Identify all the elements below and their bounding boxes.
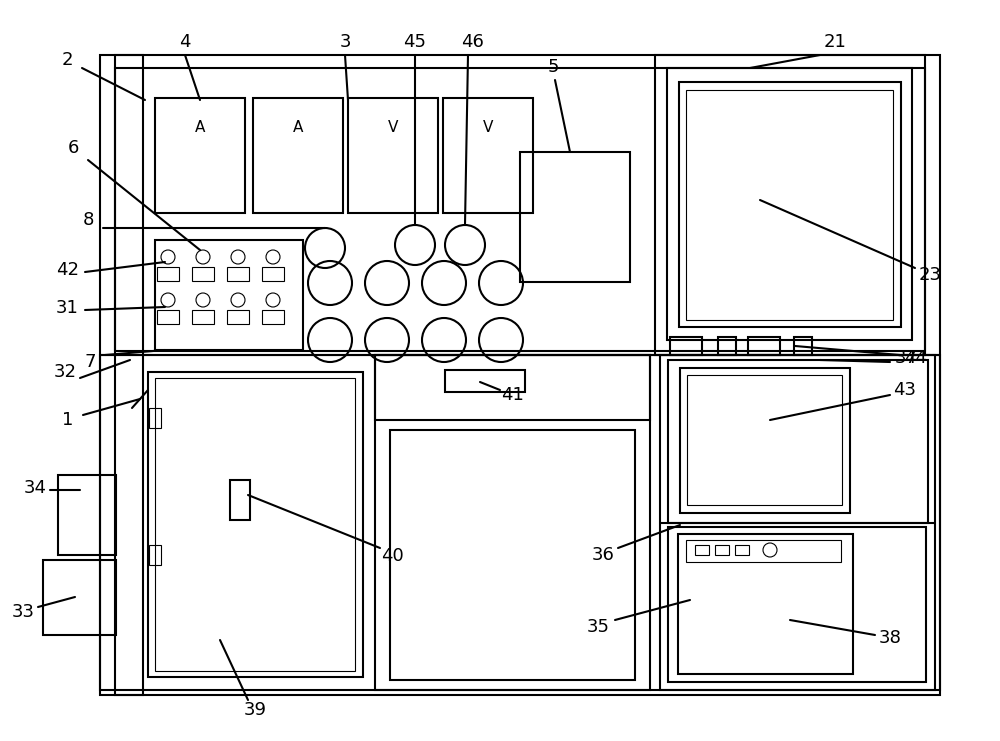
Bar <box>687 375 842 505</box>
Text: 23: 23 <box>918 266 942 284</box>
Text: 3: 3 <box>339 33 351 51</box>
Bar <box>686 540 841 562</box>
Text: 32: 32 <box>54 363 76 381</box>
Text: 1: 1 <box>62 411 74 429</box>
Bar <box>695 545 709 555</box>
Text: 33: 33 <box>12 603 34 621</box>
Bar <box>157 267 179 281</box>
Text: 8: 8 <box>82 211 94 229</box>
Text: 40: 40 <box>381 547 403 565</box>
Bar <box>390 430 635 680</box>
Bar <box>668 360 928 523</box>
Bar <box>678 534 853 674</box>
Bar <box>443 98 533 213</box>
Bar <box>680 368 850 513</box>
Bar <box>655 55 925 355</box>
Text: 31: 31 <box>56 299 78 317</box>
Text: 46: 46 <box>461 33 483 51</box>
Bar <box>262 310 284 324</box>
Bar <box>155 240 303 350</box>
Bar <box>520 152 630 282</box>
Bar <box>660 355 935 690</box>
Text: 39: 39 <box>244 701 266 719</box>
Text: 34: 34 <box>24 479 46 497</box>
Text: V: V <box>483 121 493 136</box>
Text: 2: 2 <box>61 51 73 69</box>
Text: 38: 38 <box>879 629 901 647</box>
Bar <box>794 337 812 355</box>
Text: A: A <box>293 121 303 136</box>
Text: V: V <box>388 121 398 136</box>
Bar <box>668 527 926 682</box>
Bar <box>192 310 214 324</box>
Bar <box>155 98 245 213</box>
Bar <box>348 98 438 213</box>
Bar <box>155 378 355 671</box>
Text: 5: 5 <box>547 58 559 76</box>
Bar <box>227 310 249 324</box>
Bar <box>735 545 749 555</box>
Bar <box>670 337 702 355</box>
Bar <box>262 267 284 281</box>
Text: 36: 36 <box>592 546 614 564</box>
Bar <box>375 355 650 420</box>
Bar <box>227 267 249 281</box>
Bar <box>148 372 363 677</box>
Bar <box>58 475 116 555</box>
Bar <box>667 68 912 340</box>
Text: 35: 35 <box>586 618 610 636</box>
Text: 4: 4 <box>179 33 191 51</box>
Bar <box>748 337 780 355</box>
Text: 45: 45 <box>404 33 426 51</box>
Text: 43: 43 <box>894 381 916 399</box>
Text: 6: 6 <box>67 139 79 157</box>
Bar <box>149 545 161 565</box>
Bar <box>115 68 925 351</box>
Bar <box>115 55 143 695</box>
Text: 21: 21 <box>824 33 846 51</box>
Bar <box>445 370 525 392</box>
Bar <box>718 337 736 355</box>
Text: 37: 37 <box>895 349 918 367</box>
Bar <box>100 355 940 690</box>
Bar <box>43 560 116 635</box>
Bar <box>679 82 901 327</box>
Bar <box>157 310 179 324</box>
Text: 42: 42 <box>56 261 80 279</box>
Bar <box>253 98 343 213</box>
Bar <box>192 267 214 281</box>
Text: A: A <box>195 121 205 136</box>
Text: 41: 41 <box>501 386 523 404</box>
Text: 44: 44 <box>904 349 928 367</box>
Bar <box>100 55 940 695</box>
Bar <box>230 480 250 520</box>
Text: 7: 7 <box>84 353 96 371</box>
Bar <box>715 545 729 555</box>
Bar <box>375 355 650 690</box>
Bar <box>149 408 161 428</box>
Bar <box>686 90 893 320</box>
